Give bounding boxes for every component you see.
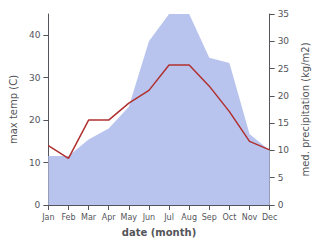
svg-text:Apr: Apr	[102, 213, 117, 222]
svg-text:20: 20	[278, 91, 290, 101]
svg-text:Oct: Oct	[222, 213, 236, 222]
svg-text:med. precipitation (kg/m2): med. precipitation (kg/m2)	[300, 42, 311, 176]
svg-text:15: 15	[278, 118, 289, 128]
svg-text:30: 30	[29, 73, 41, 83]
svg-text:Feb: Feb	[61, 213, 75, 222]
svg-text:10: 10	[278, 145, 290, 155]
svg-text:20: 20	[29, 115, 41, 125]
svg-text:Aug: Aug	[181, 213, 197, 222]
svg-text:5: 5	[278, 173, 284, 183]
svg-text:Dec: Dec	[262, 213, 277, 222]
svg-text:date (month): date (month)	[122, 227, 196, 238]
svg-text:Jan: Jan	[41, 213, 54, 222]
svg-text:0: 0	[35, 200, 41, 210]
svg-text:Nov: Nov	[242, 213, 258, 222]
svg-text:Sep: Sep	[202, 213, 217, 222]
svg-text:10: 10	[29, 158, 41, 168]
svg-text:25: 25	[278, 64, 289, 74]
svg-text:Jun: Jun	[142, 213, 156, 222]
svg-text:30: 30	[278, 36, 290, 46]
svg-text:0: 0	[278, 200, 284, 210]
svg-text:May: May	[121, 213, 138, 222]
svg-text:Mar: Mar	[81, 213, 97, 222]
svg-text:Jul: Jul	[163, 213, 174, 222]
svg-text:max temp (C): max temp (C)	[8, 75, 19, 144]
svg-text:40: 40	[29, 30, 41, 40]
svg-text:35: 35	[278, 9, 289, 19]
